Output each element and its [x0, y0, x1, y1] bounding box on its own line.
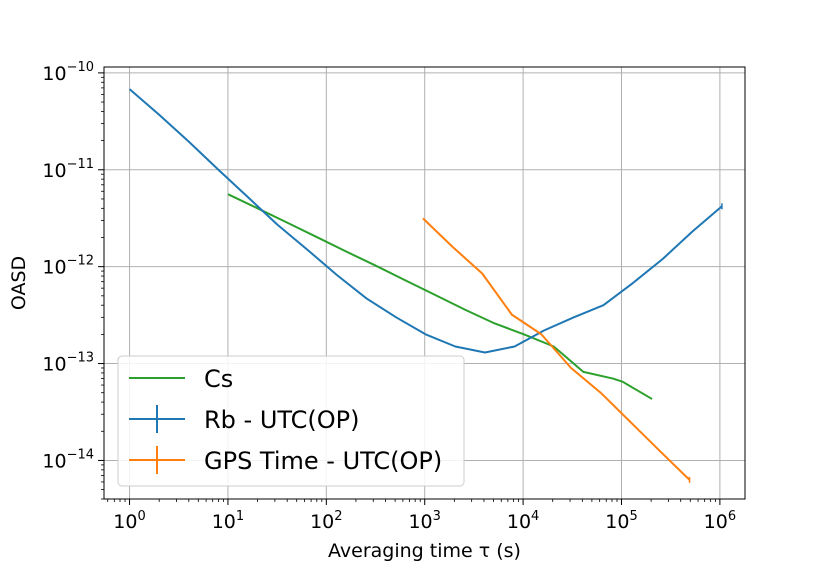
y-axis-label: OASD	[8, 256, 30, 310]
x-tick-label: 105	[605, 509, 637, 533]
y-tick-base: 10	[42, 354, 66, 376]
y-tick-exponent: −13	[67, 351, 94, 366]
x-tick-base: 10	[605, 511, 629, 533]
legend-label-2: GPS Time - UTC(OP)	[204, 447, 442, 475]
x-tick-exponent: 6	[728, 509, 736, 524]
x-tick-base: 10	[507, 511, 531, 533]
legend: Cs Rb - UTC(OP) GPS Time - UTC(OP)	[117, 355, 465, 487]
axis-ticks: 100 101 102 103 104 105 10610−1410−1310−1210−1…	[42, 60, 736, 533]
y-tick-exponent: −11	[67, 157, 94, 172]
x-tick-label: 100	[113, 509, 145, 533]
x-tick-label: 101	[212, 509, 244, 533]
x-tick-label: 104	[507, 509, 539, 533]
y-tick-label: 10−14	[42, 447, 94, 472]
x-tick-base: 10	[310, 511, 334, 533]
legend-label-1: Rb - UTC(OP)	[204, 406, 360, 434]
legend-label-0: Cs	[204, 365, 233, 393]
x-tick-exponent: 0	[137, 509, 145, 524]
x-axis-label: Averaging time τ (s)	[328, 540, 521, 562]
y-tick-base: 10	[42, 450, 66, 472]
y-tick-label: 10−11	[42, 157, 94, 182]
y-tick-exponent: −14	[67, 447, 94, 462]
x-tick-exponent: 4	[531, 509, 539, 524]
y-tick-base: 10	[42, 160, 66, 182]
y-tick-label: 10−13	[42, 351, 94, 376]
series-line-2	[422, 217, 691, 481]
y-tick-label: 10−10	[42, 60, 94, 85]
x-tick-exponent: 2	[334, 509, 342, 524]
x-tick-base: 10	[704, 511, 728, 533]
y-tick-base: 10	[42, 63, 66, 85]
x-tick-base: 10	[212, 511, 236, 533]
x-tick-exponent: 3	[433, 509, 441, 524]
x-tick-exponent: 1	[236, 509, 244, 524]
x-tick-label: 102	[310, 509, 342, 533]
series-layer	[128, 88, 723, 483]
x-tick-label: 106	[704, 509, 736, 533]
x-tick-base: 10	[113, 511, 137, 533]
x-tick-label: 103	[408, 509, 440, 533]
series-line-1	[128, 88, 723, 354]
x-tick-exponent: 5	[629, 509, 637, 524]
y-tick-exponent: −12	[67, 254, 94, 269]
y-tick-label: 10−12	[42, 254, 94, 279]
legend-box	[117, 355, 465, 487]
y-tick-base: 10	[42, 257, 66, 279]
series-line-0	[227, 193, 653, 400]
x-tick-base: 10	[408, 511, 432, 533]
y-tick-exponent: −10	[67, 60, 94, 75]
